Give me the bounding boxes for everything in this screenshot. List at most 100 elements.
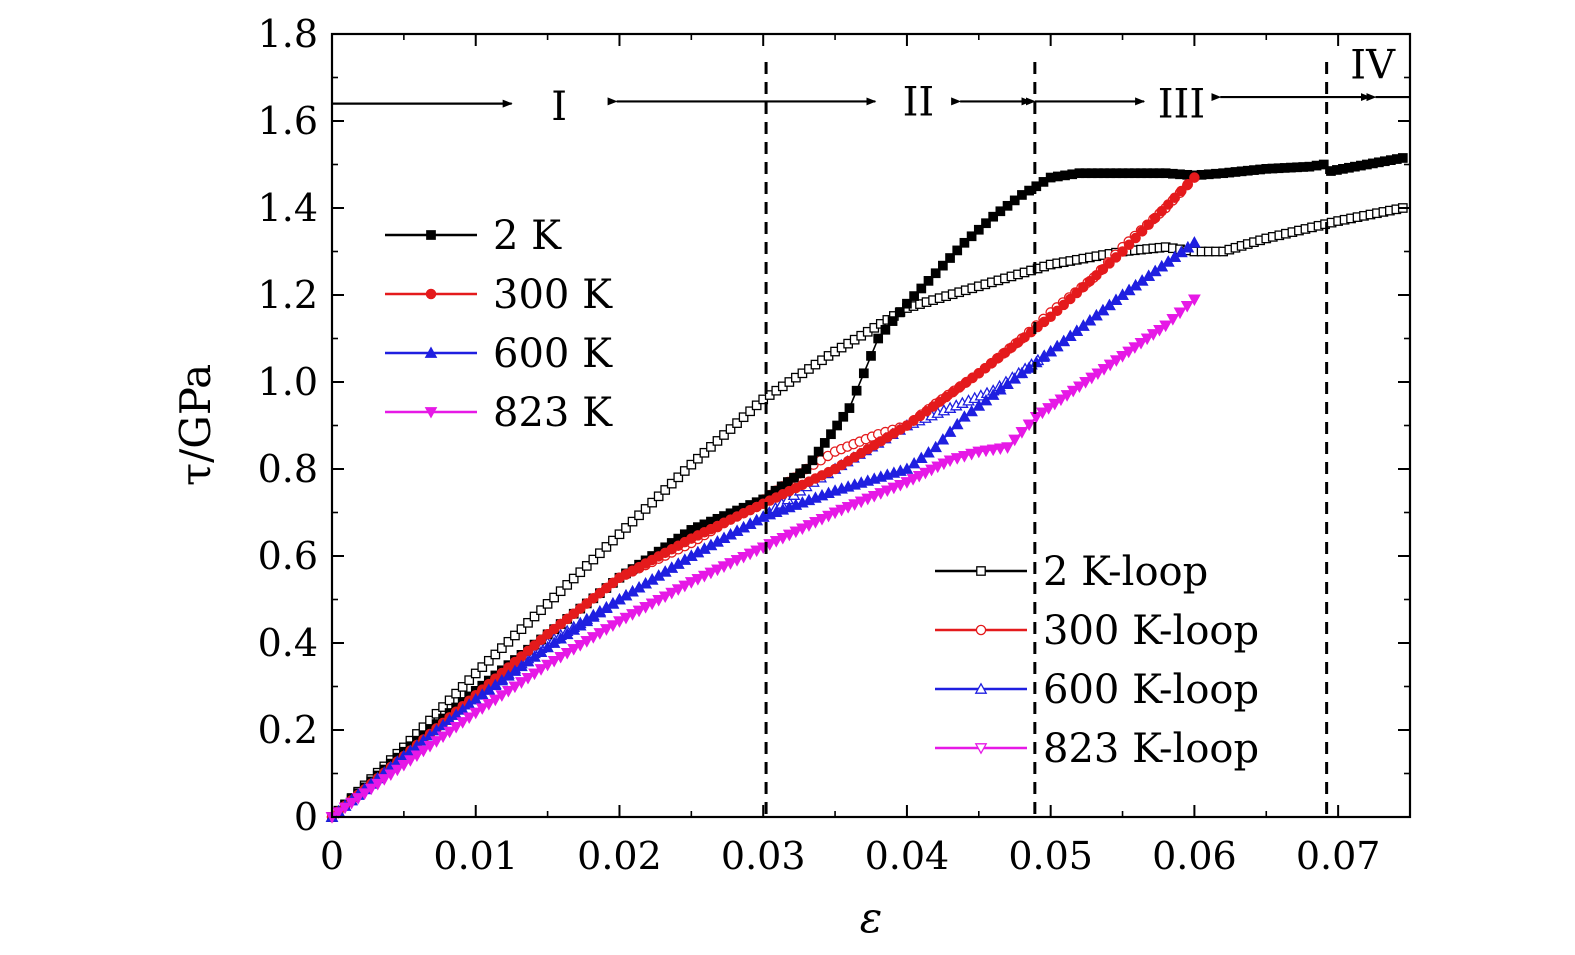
data-point-300-k [1176, 185, 1187, 197]
data-point-823-k [678, 580, 692, 593]
data-point-823-k [965, 448, 978, 461]
data-point-823-k [769, 536, 783, 548]
data-point-2-k-loop [470, 668, 481, 679]
data-point-300-k [1182, 179, 1194, 190]
data-point-823-k [1159, 320, 1172, 332]
data-point-823-k [1091, 368, 1105, 380]
data-point-2-k [807, 455, 818, 466]
data-point-600-k [979, 393, 993, 406]
data-point-823-k [645, 598, 659, 610]
data-point-823-k [1001, 442, 1014, 454]
data-point-823-k [384, 769, 398, 781]
data-point-823-k [874, 488, 888, 500]
data-point-823-k [1042, 403, 1055, 415]
data-point-823-k [1085, 372, 1099, 385]
data-point-2-k-loop [516, 624, 527, 635]
data-point-823-k [737, 551, 750, 564]
y-tick-label: 1.0 [258, 360, 318, 404]
y-tick-label: 0.4 [258, 621, 318, 665]
data-point-600-k [915, 451, 928, 463]
data-point-823-k [410, 750, 424, 762]
data-point-823-k [943, 455, 957, 467]
data-point-2-k-loop [490, 649, 501, 660]
legend-label: 600 K [493, 331, 613, 377]
data-point-600-k [1001, 377, 1014, 390]
data-point-823-k [547, 655, 561, 668]
data-point-823-k [1054, 394, 1068, 406]
data-point-600-k [950, 417, 964, 430]
legend-marker [425, 288, 437, 300]
data-point-823-k [937, 458, 951, 470]
data-point-823-k [613, 616, 626, 628]
data-point-600-k [900, 462, 914, 474]
x-tick-label: 0.05 [1008, 834, 1093, 878]
data-point-823-k [626, 609, 639, 621]
data-point-600-k [1022, 361, 1036, 373]
data-point-823-k [912, 470, 926, 483]
data-point-823-k [502, 686, 515, 698]
data-point-823-k [1122, 346, 1135, 359]
data-point-823-k [979, 445, 993, 458]
data-point-2-k-loop [614, 529, 625, 540]
data-point-823-k [854, 496, 868, 508]
data-point-823-k [456, 717, 469, 729]
data-point-2-k [858, 368, 869, 379]
data-point-823-k [750, 545, 763, 558]
data-point-2-k [838, 411, 849, 422]
data-point-823-k [698, 570, 711, 583]
data-point-823-k [1097, 364, 1111, 376]
data-point-2-k [966, 231, 977, 242]
data-point-823-k [848, 499, 861, 511]
data-point-300-k [1123, 239, 1135, 251]
data-point-600-k [943, 425, 957, 437]
data-point-300-k [1084, 275, 1096, 287]
data-point-2-k-loop [621, 523, 631, 533]
data-point-823-k [521, 672, 535, 685]
data-point-823-k [573, 640, 587, 652]
data-point-2-k [930, 268, 941, 279]
data-point-823-k [1173, 307, 1187, 319]
data-point-2-k-loop [686, 459, 697, 470]
data-point-2-k-loop [640, 504, 651, 514]
data-point-2-k [813, 446, 824, 457]
data-point-823-k [887, 482, 901, 495]
data-point-600-k [1037, 350, 1050, 362]
y-tick-label: 0 [294, 795, 318, 839]
data-point-823-k [1128, 342, 1142, 354]
data-point-600-k [986, 388, 1000, 400]
series-2-k [327, 153, 1408, 822]
data-point-2-k-loop [627, 516, 638, 527]
data-point-823-k [423, 740, 437, 753]
data-point-823-k [828, 507, 842, 520]
legend-label: 300 K [493, 272, 613, 318]
data-point-300-k [1045, 311, 1056, 322]
data-point-2-k-loop [745, 406, 755, 417]
data-point-823-k [600, 624, 613, 636]
data-point-823-k [534, 664, 548, 676]
data-point-823-k [972, 446, 986, 459]
data-point-823-k [658, 591, 672, 603]
data-point-823-k [1153, 324, 1166, 337]
data-point-2-k [880, 324, 891, 335]
data-point-823-k [841, 502, 855, 514]
legend-temperature: 2 K 300 K 600 K 823 K [385, 213, 613, 436]
data-point-300-k [535, 634, 547, 646]
data-point-823-k [665, 587, 679, 600]
data-point-600-k [958, 410, 971, 422]
data-point-823-k [351, 793, 365, 805]
data-point-2-k-loop [581, 561, 592, 571]
data-point-823-k [364, 783, 378, 796]
data-point-823-k [462, 712, 476, 724]
data-point-823-k [1166, 314, 1180, 326]
data-point-2-k-loop [497, 643, 507, 653]
data-point-300-k [1091, 269, 1102, 281]
data-point-300-k [1065, 293, 1076, 305]
x-tick-label: 0.07 [1296, 834, 1381, 878]
data-point-823-k [783, 529, 796, 542]
data-point-2-k-loop [555, 586, 566, 597]
data-point-2-k-loop [719, 430, 729, 440]
data-point-823-k [1147, 329, 1160, 341]
data-point-2-k-loop [693, 453, 703, 464]
y-axis-title: τ/GPa [171, 364, 220, 486]
data-point-823-k [652, 595, 665, 607]
